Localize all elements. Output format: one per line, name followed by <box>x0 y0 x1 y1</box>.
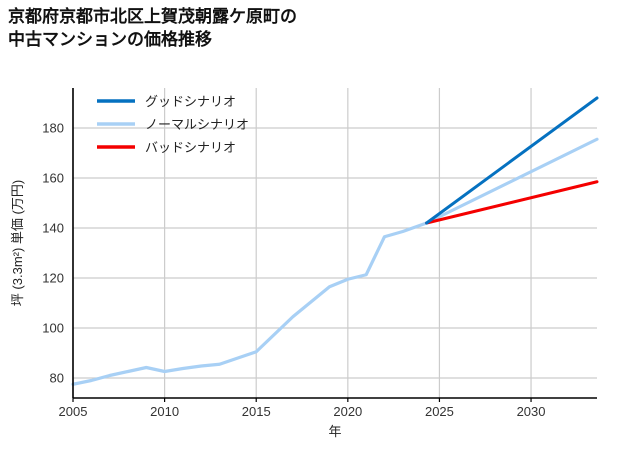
series-line <box>425 96 599 225</box>
x-tick-label: 2015 <box>242 404 271 419</box>
y-tick-label: 120 <box>42 271 64 286</box>
legend-label: バッドシナリオ <box>145 140 236 155</box>
y-tick-label: 180 <box>42 121 64 136</box>
x-tick-label: 2020 <box>333 404 362 419</box>
x-tick-label: 2005 <box>59 404 88 419</box>
x-tick-label: 2010 <box>150 404 179 419</box>
x-tick-label: 2025 <box>425 404 454 419</box>
series-line <box>71 137 599 386</box>
series-lines <box>71 96 599 386</box>
y-tick-label: 140 <box>42 221 64 236</box>
series-line <box>425 180 599 225</box>
y-axis-title: 坪 (3.3m²) 単価 (万円) <box>10 180 25 306</box>
y-axis-tick-labels: 80 100 120 140 160 180 <box>42 121 64 386</box>
legend-label: グッドシナリオ <box>145 94 236 109</box>
x-axis-tick-labels: 2005 2010 2015 2020 2025 2030 <box>59 398 546 419</box>
gridlines <box>72 88 597 398</box>
y-tick-label: 100 <box>42 321 64 336</box>
chart-title: 京都府京都市北区上賀茂朝露ケ原町の 中古マンションの価格推移 <box>8 7 297 49</box>
x-axis-title: 年 <box>328 424 341 439</box>
legend-label: ノーマルシナリオ <box>145 117 249 132</box>
y-tick-label: 80 <box>50 371 64 386</box>
y-tick-label: 160 <box>42 171 64 186</box>
x-tick-label: 2030 <box>517 404 546 419</box>
